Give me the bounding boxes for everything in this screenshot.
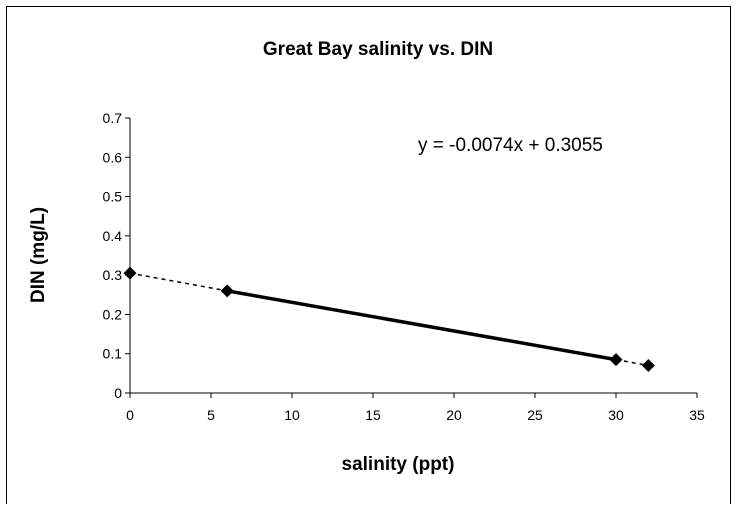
chart-frame <box>6 6 731 504</box>
x-tick-label: 10 <box>284 407 300 423</box>
x-tick-label: 5 <box>207 407 215 423</box>
x-tick-label: 0 <box>126 407 134 423</box>
y-tick-label: 0.5 <box>103 189 123 205</box>
y-tick-label: 0.7 <box>103 110 123 126</box>
y-tick-label: 0.6 <box>103 149 123 165</box>
x-tick-label: 35 <box>689 407 705 423</box>
y-tick-label: 0.3 <box>103 267 123 283</box>
y-tick-label: 0.1 <box>103 346 123 362</box>
data-point-marker <box>609 353 623 367</box>
x-axis-label: salinity (ppt) <box>342 454 455 475</box>
axes: 0 0.1 0.2 0.3 0.4 0.5 0.6 0.7 0 5 10 15 20 25 30 35 <box>103 110 705 423</box>
y-tick-label: 0.2 <box>103 306 123 322</box>
solid-segment <box>226 289 617 362</box>
chart-title: Great Bay salinity vs. DIN <box>263 39 493 60</box>
x-tick-label: 20 <box>446 407 462 423</box>
x-tick-label: 25 <box>527 407 543 423</box>
series-group <box>123 266 655 372</box>
data-point-marker <box>641 359 655 372</box>
y-tick-label: 0.4 <box>103 228 123 244</box>
y-axis-label: DIN (mg/L) <box>28 207 49 303</box>
x-tick-label: 30 <box>608 407 624 423</box>
dashed-segment <box>129 272 228 292</box>
data-point-marker <box>123 266 137 280</box>
y-tick-label: 0 <box>114 385 122 401</box>
x-tick-label: 15 <box>365 407 381 423</box>
trendline-equation: y = -0.0074x + 0.3055 <box>418 135 603 156</box>
data-point-marker <box>220 284 234 298</box>
